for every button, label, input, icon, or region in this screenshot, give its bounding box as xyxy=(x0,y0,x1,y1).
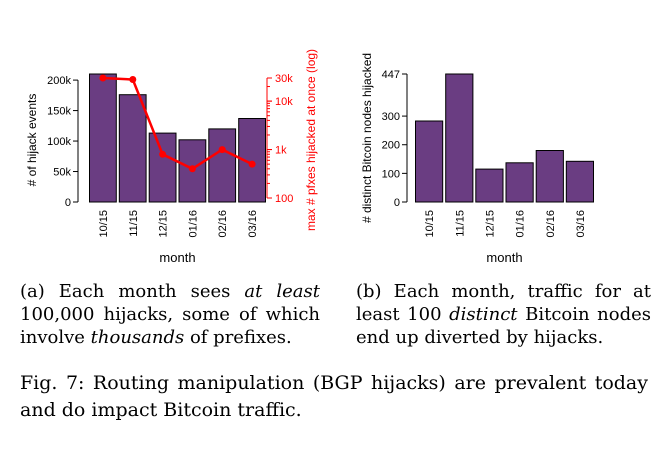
line-point-02-16 xyxy=(218,146,226,154)
secondary-axis-label: max # pfxes hijacked at once (log) xyxy=(304,49,318,231)
chart-a-hijack-events: 0 50k 100k 150k 200k # of hijack events 10/15 1… xyxy=(25,49,318,265)
y-tick-label: 0 xyxy=(394,197,400,209)
y-tick-label: 200k xyxy=(47,75,71,87)
chart-b-bitcoin-nodes: 0 100 200 300 447 # distinct Bitcoin nodes hi… xyxy=(360,53,594,265)
x-tick-label: 11/15 xyxy=(128,210,140,237)
x-tick-label: 12/15 xyxy=(158,210,170,238)
bar-12-15 xyxy=(475,168,504,203)
bar-10-15 xyxy=(415,120,444,203)
x-tick-label: 12/15 xyxy=(484,210,496,238)
x-tick-label: 10/15 xyxy=(98,210,110,238)
bar-11-15 xyxy=(445,73,474,203)
secondary-tick-label: 30k xyxy=(275,73,293,85)
bar-02-16 xyxy=(208,128,237,203)
x-axis-label: month xyxy=(486,250,522,265)
caption-text: Bitcoin nodes end up diverted by hijacks… xyxy=(356,304,651,348)
figure-caption: Fig. 7: Routing manipulation (BGP hijack… xyxy=(20,372,648,421)
caption-text: (b) Each month, traffic for at least 100 xyxy=(356,281,651,325)
x-tick-label: 02/16 xyxy=(545,210,557,238)
x-tick-label: 11/15 xyxy=(454,210,466,237)
caption-text: (a) Each month sees xyxy=(20,281,245,302)
y-tick-label: 100 xyxy=(382,168,400,180)
line-point-12-15 xyxy=(159,150,167,158)
x-tick-label: 03/16 xyxy=(575,210,587,238)
y-axis-label: # of hijack events xyxy=(25,94,39,187)
caption-text: of prefixes. xyxy=(184,327,292,348)
bar-01-16 xyxy=(505,162,534,203)
y-tick-label: 50k xyxy=(53,167,71,179)
x-tick-label: 02/16 xyxy=(217,210,229,238)
secondary-tick-label: 10k xyxy=(275,96,293,108)
subcaption-b: (b) Each month, traffic for at least 100… xyxy=(356,280,651,349)
y-tick-label: 300 xyxy=(382,111,400,123)
y-tick-label: 447 xyxy=(382,69,400,81)
bar-10-15 xyxy=(89,73,117,203)
y-tick-label: 150k xyxy=(47,106,71,118)
x-tick-label: 03/16 xyxy=(247,210,259,238)
y-tick-label: 200 xyxy=(382,140,400,152)
series-line-max-prefixes xyxy=(102,76,253,171)
y-tick-label: 100k xyxy=(47,136,71,148)
y-axis-label: # distinct Bitcoin nodes hijacked xyxy=(360,53,374,223)
bar-12-15 xyxy=(148,132,177,203)
bar-02-16 xyxy=(535,150,564,203)
x-tick-label: 01/16 xyxy=(187,210,199,238)
caption-text: at least xyxy=(244,281,320,302)
line-point-03-16 xyxy=(248,160,256,168)
caption-text: thousands xyxy=(90,327,185,348)
secondary-tick-label: 1k xyxy=(275,145,287,157)
line-point-11-15 xyxy=(129,76,137,83)
caption-text: distinct xyxy=(449,304,518,325)
x-axis-label: month xyxy=(159,250,195,265)
secondary-tick-label: 100 xyxy=(275,193,293,205)
caption-text: 100,000 hijacks, some of which involve xyxy=(20,304,320,348)
line-point-01-16 xyxy=(188,165,196,173)
subcaption-a: (a) Each month sees at least 100,000 hij… xyxy=(20,280,320,349)
bar-03-16 xyxy=(565,160,594,203)
bar-11-15 xyxy=(118,94,147,203)
line-point-10-15 xyxy=(99,74,107,82)
x-tick-label: 10/15 xyxy=(424,210,436,238)
y-tick-label: 0 xyxy=(65,197,71,209)
bar-03-16 xyxy=(238,118,266,203)
x-tick-label: 01/16 xyxy=(515,210,527,238)
